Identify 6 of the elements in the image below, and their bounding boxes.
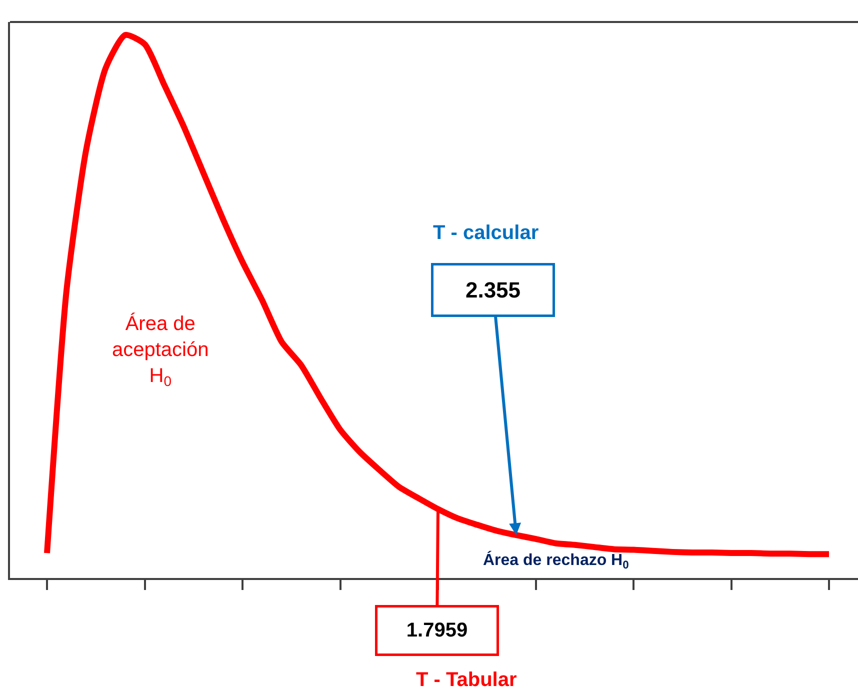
annotation: Área de rechazo H$_{0}$ (483, 550, 629, 572)
text: 1.7959 (406, 620, 468, 642)
text: T - Tabular (416, 669, 517, 691)
annotation: 2.355 (465, 278, 521, 302)
annotation: T - calcular (433, 222, 539, 244)
annotation: Área de aceptación H$_{0}$ (112, 312, 209, 390)
